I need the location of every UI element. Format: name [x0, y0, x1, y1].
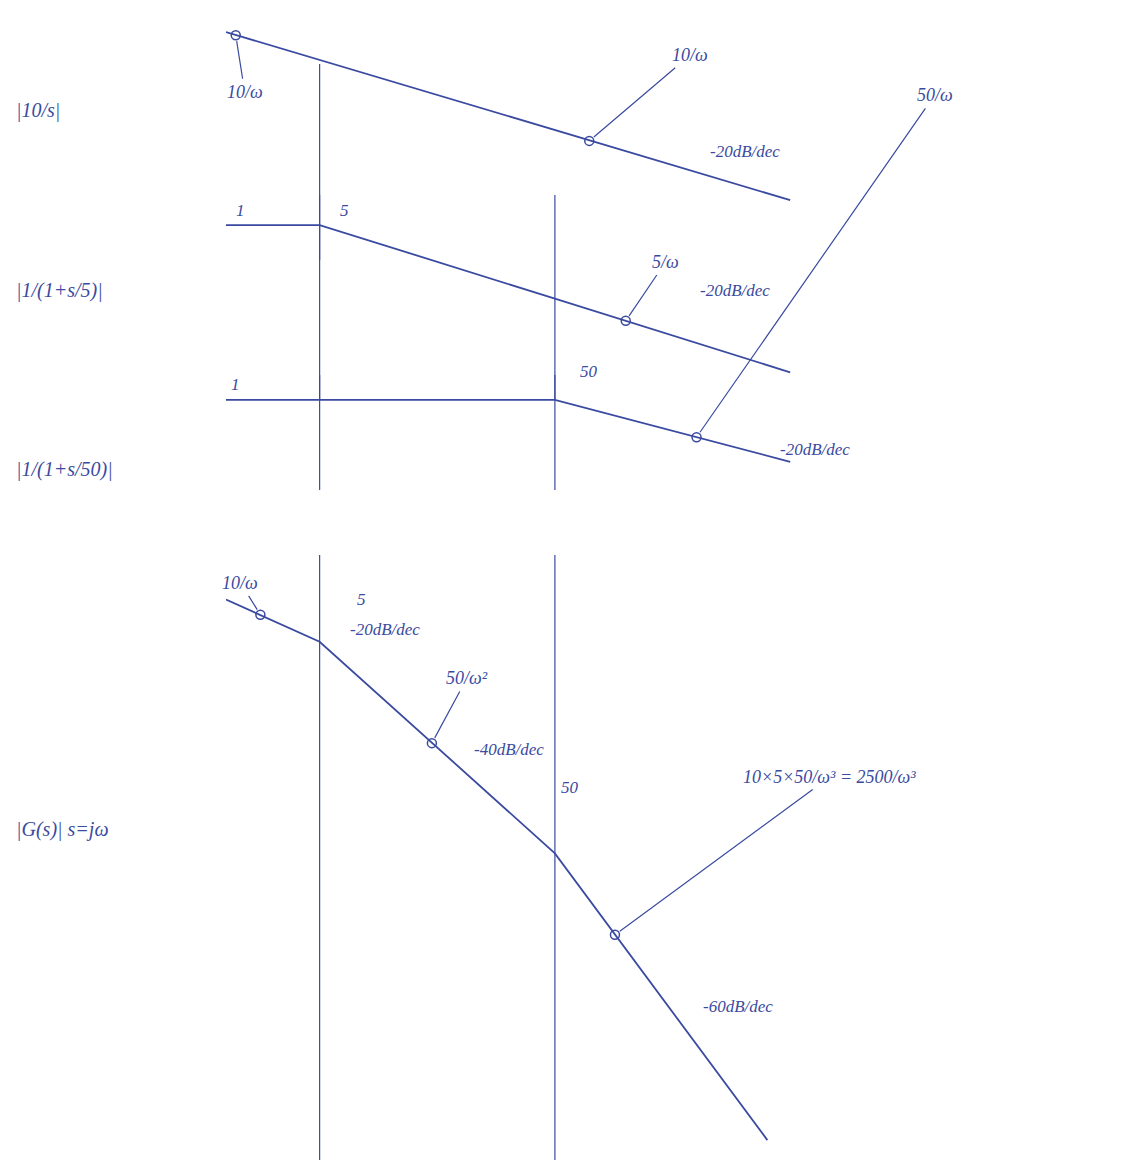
svg-text:10/ω: 10/ω — [222, 573, 258, 593]
svg-text:50: 50 — [580, 362, 598, 381]
svg-text:|G(s)| s=jω: |G(s)| s=jω — [16, 818, 109, 841]
svg-text:1: 1 — [236, 201, 245, 220]
svg-text:10/ω: 10/ω — [227, 82, 263, 102]
svg-text:-60dB/dec: -60dB/dec — [703, 997, 773, 1016]
svg-text:|10/s|: |10/s| — [16, 99, 60, 122]
svg-text:5/ω: 5/ω — [652, 252, 679, 272]
svg-text:10×5×50/ω³ = 2500/ω³: 10×5×50/ω³ = 2500/ω³ — [743, 767, 916, 787]
svg-text:-40dB/dec: -40dB/dec — [474, 740, 544, 759]
svg-text:50/ω: 50/ω — [917, 85, 953, 105]
svg-text:|1/(1+s/5)|: |1/(1+s/5)| — [16, 279, 103, 302]
svg-text:|1/(1+s/50)|: |1/(1+s/50)| — [16, 458, 113, 481]
svg-text:-20dB/dec: -20dB/dec — [780, 440, 850, 459]
svg-text:1: 1 — [231, 375, 240, 394]
svg-text:-20dB/dec: -20dB/dec — [350, 620, 420, 639]
svg-text:5: 5 — [340, 201, 349, 220]
svg-text:50: 50 — [561, 778, 579, 797]
svg-text:-20dB/dec: -20dB/dec — [700, 281, 770, 300]
svg-text:10/ω: 10/ω — [672, 45, 708, 65]
svg-text:-20dB/dec: -20dB/dec — [710, 142, 780, 161]
svg-text:50/ω²: 50/ω² — [446, 668, 488, 688]
svg-text:5: 5 — [357, 590, 366, 609]
